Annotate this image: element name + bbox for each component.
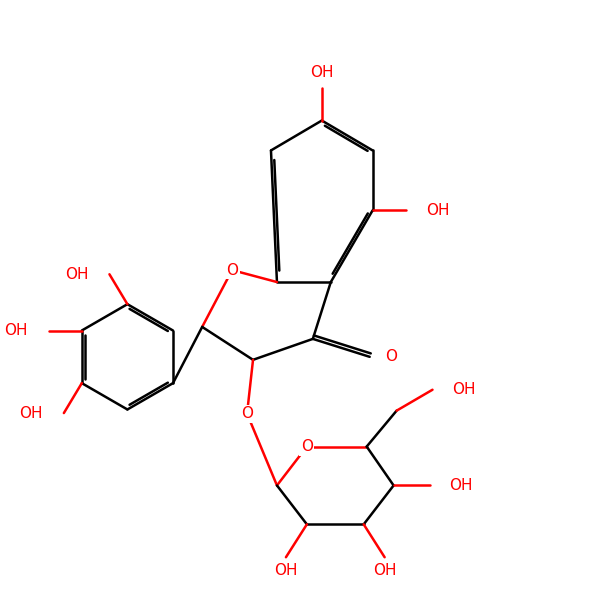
Text: O: O — [241, 406, 253, 421]
Text: O: O — [226, 263, 238, 278]
Text: OH: OH — [373, 563, 397, 578]
Text: OH: OH — [4, 323, 28, 338]
Text: OH: OH — [452, 382, 475, 397]
Text: O: O — [385, 349, 397, 364]
Text: OH: OH — [274, 563, 298, 578]
Text: OH: OH — [427, 203, 450, 218]
Text: OH: OH — [310, 65, 334, 80]
Text: OH: OH — [19, 406, 43, 421]
Text: O: O — [301, 439, 313, 454]
Text: OH: OH — [449, 478, 472, 493]
Text: OH: OH — [65, 267, 89, 282]
